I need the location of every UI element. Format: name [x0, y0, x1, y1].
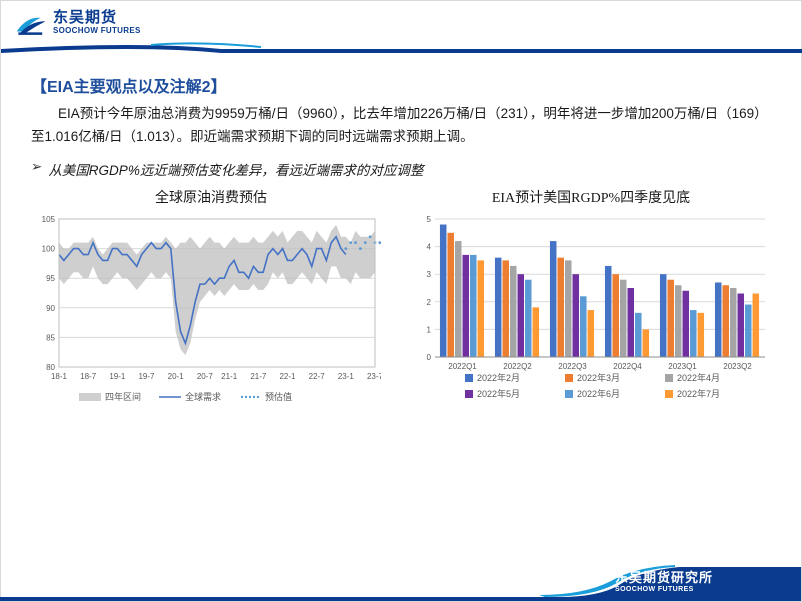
svg-text:2022年3月: 2022年3月: [577, 372, 620, 383]
svg-text:2: 2: [427, 298, 432, 307]
page-footer: 东吴期货研究所 SOOCHOW FUTURES: [0, 555, 801, 601]
svg-text:全球需求: 全球需求: [185, 391, 221, 402]
charts-area: 全球原油消费预估 8085909510010518-118-719-119-72…: [31, 187, 771, 413]
svg-text:22-7: 22-7: [309, 372, 326, 381]
body-paragraph: EIA预计今年原油总消费为9959万桶/日（9960），比去年增加226万桶/日…: [31, 103, 771, 149]
svg-text:四年区间: 四年区间: [105, 391, 141, 402]
svg-text:2022Q2: 2022Q2: [503, 362, 532, 371]
page-header: 东吴期货 SOOCHOW FUTURES: [1, 1, 801, 55]
footer-brand: 东吴期货研究所 SOOCHOW FUTURES: [611, 565, 801, 595]
svg-text:2022Q4: 2022Q4: [613, 362, 642, 371]
header-swoosh: [1, 41, 802, 61]
svg-text:22-1: 22-1: [279, 372, 296, 381]
footer-brand-en: SOOCHOW FUTURES: [615, 586, 694, 593]
svg-text:19-7: 19-7: [138, 372, 155, 381]
svg-text:2022年6月: 2022年6月: [577, 388, 620, 399]
svg-text:4: 4: [427, 242, 432, 251]
svg-text:23-1: 23-1: [338, 372, 355, 381]
svg-text:18-7: 18-7: [80, 372, 97, 381]
chart-left: 全球原油消费预估 80 85 90 95 100 105 18-1 18-7 19-1 19-7 2…: [31, 187, 391, 413]
chart-right-svg: 0 1 2 3 4 5 2022Q1 2022Q2 2022Q3 2022Q4 2023Q1 2023…: [411, 213, 771, 413]
chart-left-svg: 80 85 90 95 100 105 18-1 18-7 19-1 19-7 20-1 20-7 21…: [31, 213, 381, 413]
svg-text:23-7: 23-7: [367, 372, 381, 381]
svg-text:90: 90: [46, 304, 55, 313]
svg-text:2022年2月: 2022年2月: [477, 372, 520, 383]
chart-right: EIA预计美国RGDP%四季度见底 0123452022Q12022Q22022…: [411, 187, 771, 413]
svg-text:2022年5月: 2022年5月: [477, 388, 520, 399]
svg-text:2023Q1: 2023Q1: [668, 362, 697, 371]
bullet-row: ➢ 从美国RGDP%远近端预估变化差异，看远近端需求的对应调整: [31, 159, 771, 179]
svg-text:2022Q3: 2022Q3: [558, 362, 587, 371]
svg-text:1: 1: [427, 325, 432, 334]
brand-name-cn: 东吴期货: [53, 10, 141, 27]
svg-text:21-1: 21-1: [221, 372, 238, 381]
svg-text:2022年7月: 2022年7月: [677, 388, 720, 399]
svg-text:0: 0: [427, 353, 432, 362]
svg-text:85: 85: [46, 333, 55, 342]
svg-text:预估值: 预估值: [265, 391, 292, 402]
brand-name-en: SOOCHOW FUTURES: [53, 27, 141, 36]
section-title: 【EIA主要观点以及注解2】: [31, 73, 801, 97]
chart-right-title: EIA预计美国RGDP%四季度见底: [411, 187, 771, 207]
svg-text:3: 3: [427, 270, 432, 279]
svg-text:5: 5: [427, 215, 432, 224]
svg-text:19-1: 19-1: [109, 372, 126, 381]
svg-text:2023Q2: 2023Q2: [723, 362, 752, 371]
svg-text:100: 100: [42, 244, 56, 253]
brand-logo-mark: [15, 9, 49, 37]
svg-text:20-1: 20-1: [168, 372, 185, 381]
svg-text:2022Q1: 2022Q1: [448, 362, 477, 371]
bullet-glyph-icon: ➢: [31, 159, 42, 175]
footer-brand-cn: 东吴期货研究所: [615, 567, 713, 586]
bullet-text: 从美国RGDP%远近端预估变化差异，看远近端需求的对应调整: [48, 159, 423, 179]
svg-text:20-7: 20-7: [197, 372, 214, 381]
svg-text:18-1: 18-1: [51, 372, 68, 381]
svg-text:2022年4月: 2022年4月: [677, 372, 720, 383]
brand-logo: 东吴期货 SOOCHOW FUTURES: [15, 9, 141, 37]
svg-text:105: 105: [42, 215, 56, 224]
svg-text:95: 95: [46, 274, 55, 283]
svg-text:80: 80: [46, 363, 55, 372]
chart-left-title: 全球原油消费预估: [31, 187, 391, 207]
svg-text:21-7: 21-7: [250, 372, 267, 381]
